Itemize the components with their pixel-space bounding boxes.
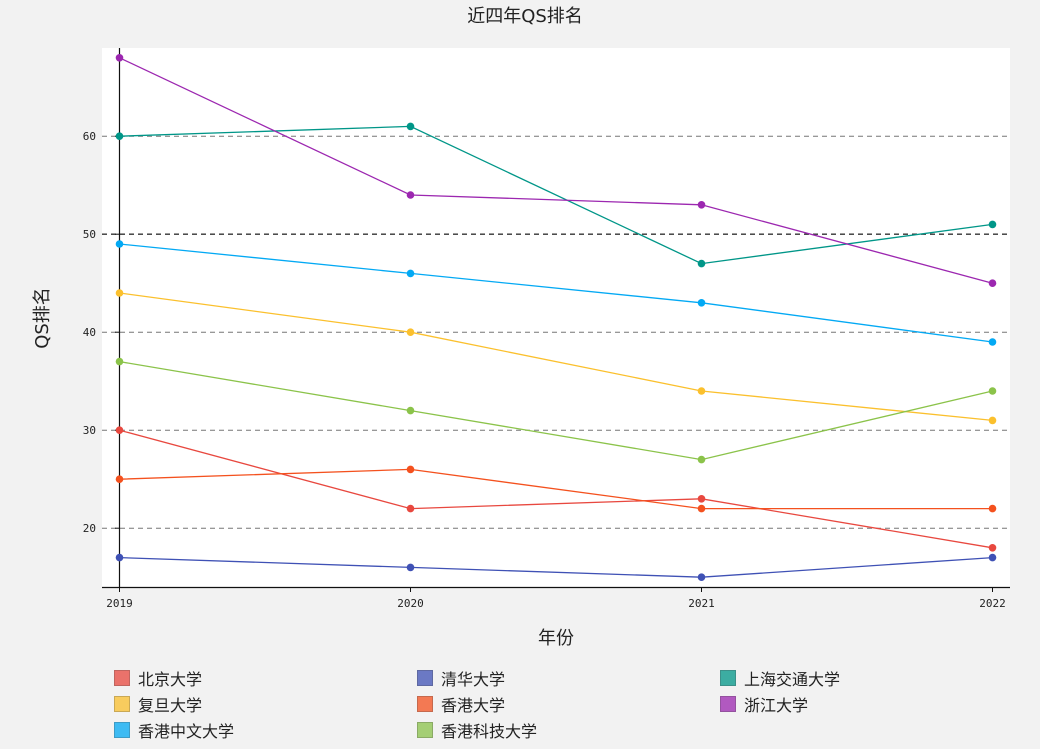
legend-item-7[interactable]: 香港科技大学 (417, 719, 720, 741)
series-3 (115, 289, 997, 425)
y-tick-label-60: 60 (83, 130, 96, 143)
legend-label-7: 香港科技大学 (441, 722, 538, 741)
legend-swatch-0 (114, 670, 130, 686)
legend-label-4: 香港大学 (441, 696, 506, 715)
legend-swatch-3 (114, 696, 130, 712)
legend-swatch-2 (720, 670, 736, 686)
legend-label-2: 上海交通大学 (744, 670, 841, 689)
y-tick-labels: 20 30 40 50 60 (83, 130, 120, 535)
legend-item-5[interactable]: 浙江大学 (720, 693, 1020, 715)
x-axis-title: 年份 (538, 628, 574, 649)
data-point-4-1 (406, 465, 415, 474)
data-point-0-1 (406, 504, 415, 513)
data-point-2-2 (697, 259, 706, 268)
grid-lines (102, 135, 1010, 529)
data-point-7-3 (988, 387, 997, 395)
data-point-5-1 (406, 191, 415, 199)
y-tick-label-40: 40 (83, 326, 96, 339)
legend: 北京大学 清华大学 上海交通大学复旦大学 香港大学 浙江大学香港中文大学 香港科技大学 (114, 667, 1014, 741)
data-point-7-1 (406, 406, 415, 415)
series-line-5 (119, 57, 993, 284)
series-0 (115, 426, 997, 552)
y-tick-label-30: 30 (83, 424, 96, 437)
legend-swatch-1 (417, 670, 433, 686)
series-7 (115, 357, 997, 464)
data-point-6-3 (988, 338, 997, 346)
data-point-0-2 (697, 495, 706, 503)
data-point-3-3 (988, 416, 997, 425)
data-point-4-2 (697, 504, 706, 513)
data-point-1-1 (406, 563, 415, 572)
series-line-7 (119, 360, 993, 461)
data-point-1-3 (988, 553, 997, 562)
data-point-6-0 (115, 240, 124, 248)
legend-label-3: 复旦大学 (138, 696, 203, 715)
data-point-0-0 (115, 426, 124, 435)
series-line-0 (119, 429, 993, 549)
x-tick-label-2019: 2019 (106, 597, 133, 610)
legend-swatch-7 (417, 722, 433, 738)
chart-title: 近四年QS排名 (467, 6, 583, 27)
data-point-1-0 (115, 553, 124, 562)
legend-item-0[interactable]: 北京大学 (114, 667, 417, 689)
legend-label-5: 浙江大学 (744, 696, 809, 715)
x-tick-label-2022: 2022 (979, 597, 1006, 610)
series-line-4 (119, 468, 993, 510)
series-group (115, 54, 997, 581)
series-5 (115, 54, 997, 288)
legend-swatch-5 (720, 696, 736, 712)
legend-swatch-4 (417, 696, 433, 712)
data-point-0-3 (988, 544, 997, 552)
series-line-1 (119, 556, 993, 578)
plot-area (102, 48, 1010, 587)
y-tick-label-50: 50 (83, 228, 96, 241)
data-point-2-0 (115, 132, 124, 140)
data-point-6-2 (697, 299, 706, 307)
legend-swatch-6 (114, 722, 130, 738)
legend-label-6: 香港中文大学 (138, 722, 235, 741)
x-tick-label-2021: 2021 (688, 597, 715, 610)
data-point-5-3 (988, 279, 997, 288)
legend-item-2[interactable]: 上海交通大学 (720, 667, 1020, 689)
data-point-3-2 (697, 387, 706, 395)
data-point-2-1 (406, 122, 415, 131)
data-point-4-0 (115, 475, 124, 484)
legend-label-0: 北京大学 (138, 670, 203, 689)
legend-label-1: 清华大学 (441, 670, 506, 689)
series-1 (115, 553, 997, 581)
data-point-7-0 (115, 357, 124, 366)
data-point-7-2 (697, 455, 706, 464)
legend-item-1[interactable]: 清华大学 (417, 667, 720, 689)
data-point-4-3 (988, 504, 997, 513)
y-tick-label-20: 20 (83, 522, 96, 535)
data-point-3-0 (115, 289, 124, 297)
data-point-5-2 (697, 201, 706, 209)
legend-item-4[interactable]: 香港大学 (417, 693, 720, 715)
y-axis-title: QS排名 (32, 287, 53, 349)
data-point-1-2 (697, 573, 706, 581)
data-point-2-3 (988, 220, 997, 229)
x-tick-label-2020: 2020 (397, 597, 424, 610)
data-point-5-0 (115, 54, 124, 62)
series-6 (115, 240, 997, 346)
legend-item-6[interactable]: 香港中文大学 (114, 719, 417, 741)
data-point-3-1 (406, 328, 415, 337)
series-4 (115, 465, 997, 513)
x-tick-labels: 2019 2020 2021 2022 (106, 587, 1006, 610)
series-line-3 (119, 292, 993, 422)
legend-item-3[interactable]: 复旦大学 (114, 693, 417, 715)
data-point-6-1 (406, 269, 415, 278)
series-line-6 (119, 243, 993, 343)
